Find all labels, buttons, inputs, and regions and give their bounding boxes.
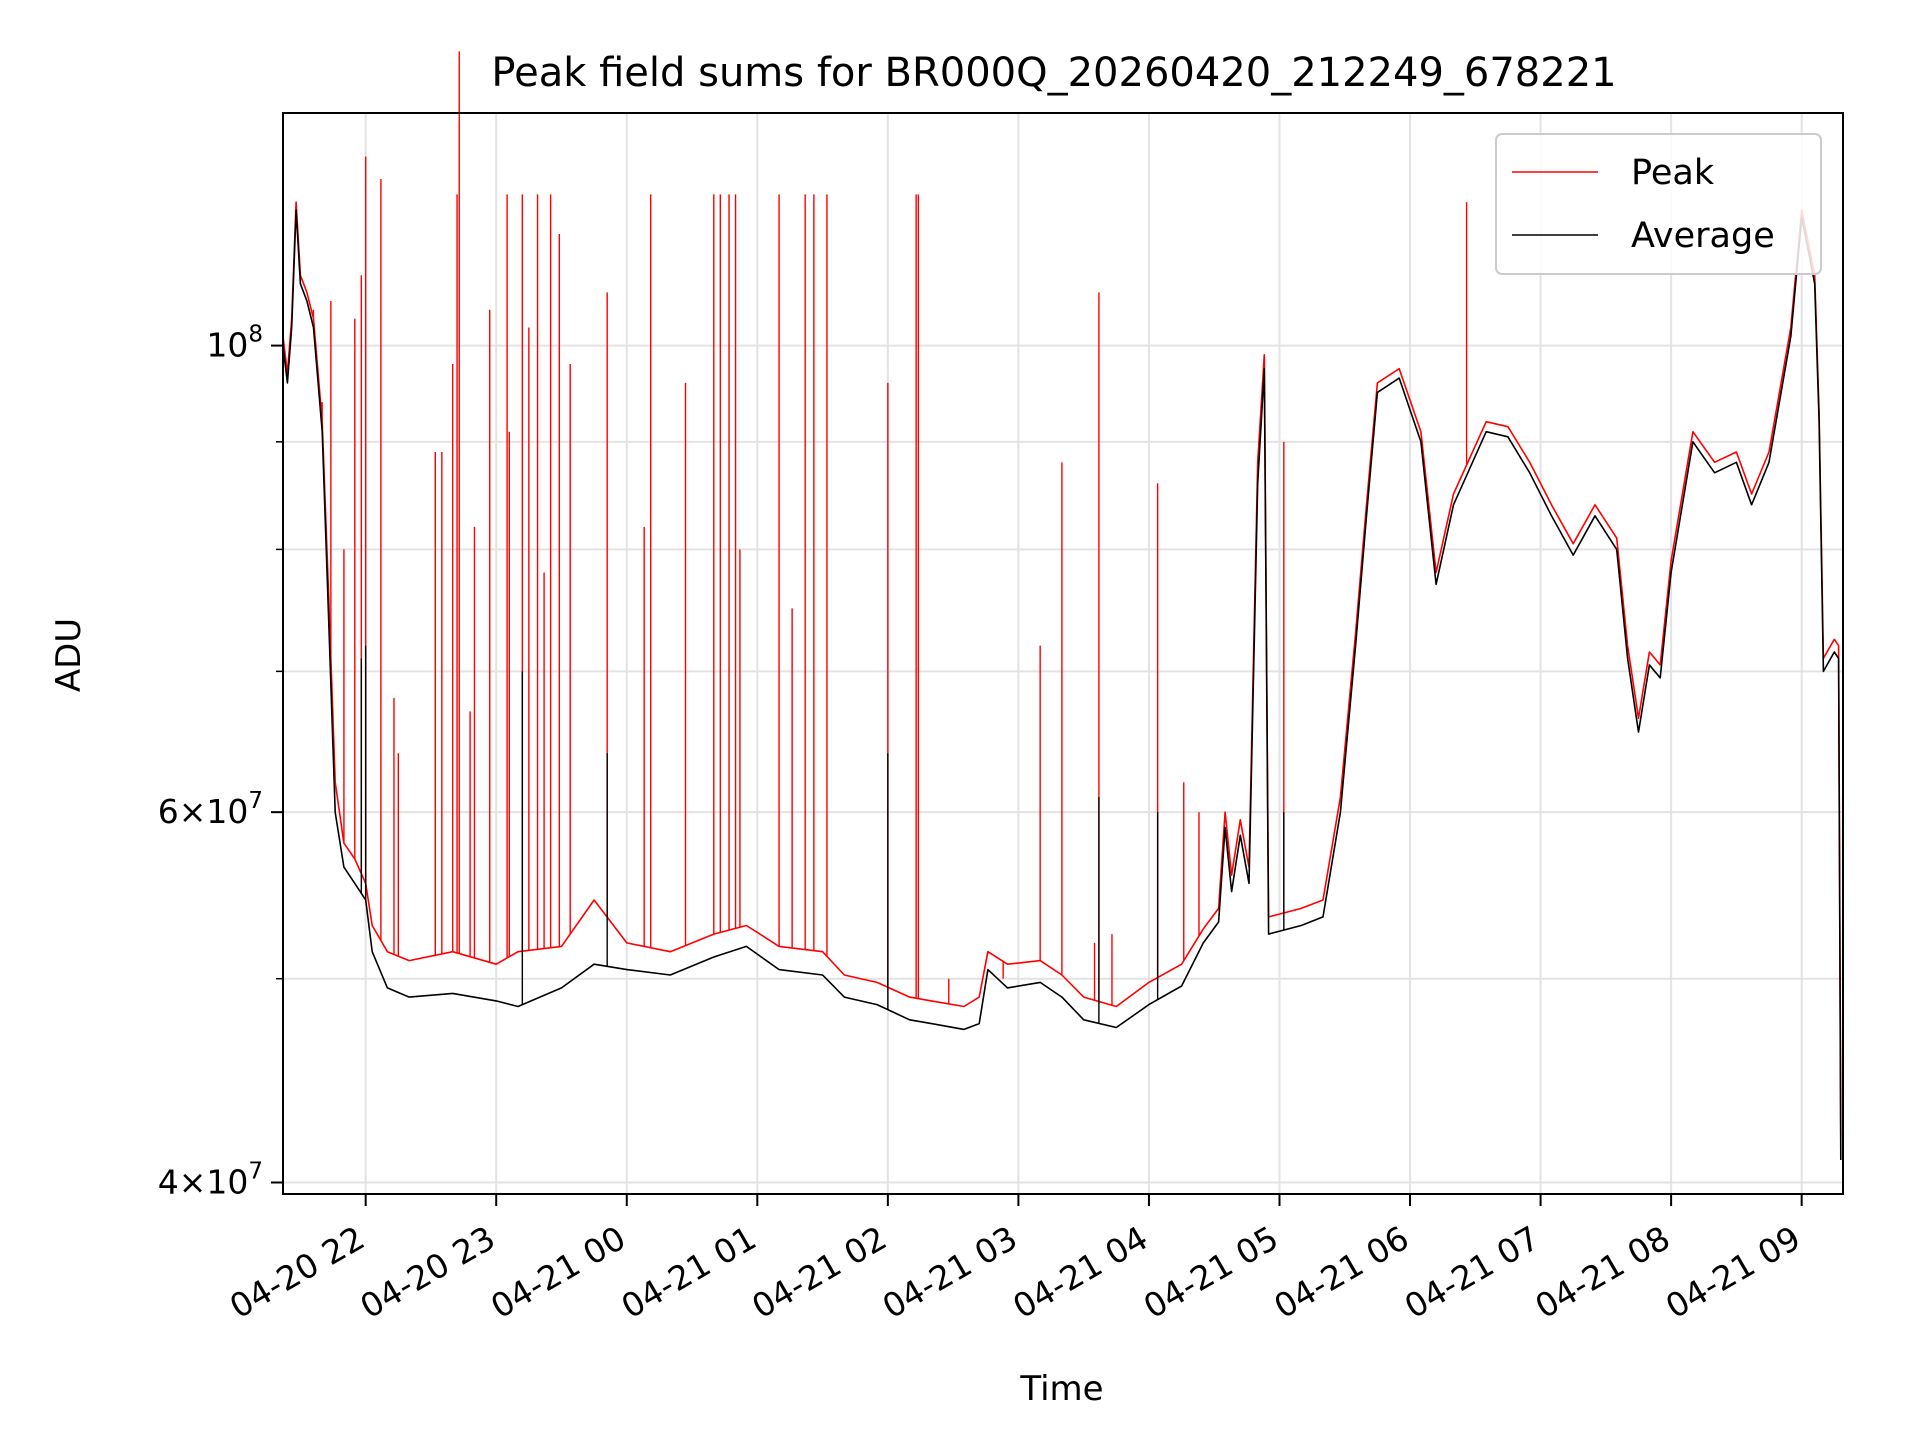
- x-tick-label: 04-20 22: [223, 1218, 371, 1326]
- y-axis: 108 6×107 4×107: [158, 322, 283, 1202]
- x-axis-title: Time: [1019, 1369, 1103, 1409]
- x-tick-label: 04-21 03: [876, 1218, 1024, 1326]
- legend-label-peak: Peak: [1631, 153, 1715, 193]
- legend: Peak Average: [1495, 133, 1822, 275]
- y-tick-label: 108: [206, 322, 263, 365]
- grid: [283, 113, 1843, 1194]
- x-tick-label: 04-21 05: [1137, 1218, 1285, 1326]
- x-tick-label: 04-21 06: [1267, 1218, 1415, 1326]
- y-tick-label: 4×107: [158, 1159, 263, 1202]
- series-line-average: [282, 209, 1842, 1161]
- x-tick-label: 04-20 23: [354, 1218, 502, 1326]
- series-peak: [282, 51, 1842, 1138]
- x-tick-label: 04-21 04: [1006, 1218, 1154, 1326]
- chart-title: Peak field sums for BR000Q_20260420_2122…: [491, 50, 1616, 96]
- plot-frame: [282, 112, 1844, 1195]
- series-average: [282, 209, 1842, 1161]
- x-tick-label: 04-21 00: [484, 1218, 632, 1326]
- x-tick-label: 04-21 08: [1528, 1218, 1676, 1326]
- legend-label-average: Average: [1631, 216, 1775, 256]
- x-tick-label: 04-21 01: [615, 1218, 763, 1326]
- plot-area: [282, 51, 1842, 1161]
- x-tick-label: 04-21 02: [745, 1218, 893, 1326]
- y-axis-title: ADU: [49, 618, 89, 692]
- x-tick-label: 04-21 09: [1659, 1218, 1807, 1326]
- x-tick-label: 04-21 07: [1398, 1218, 1546, 1326]
- series-line-peak: [282, 201, 1842, 1138]
- legend-box: [1495, 133, 1822, 275]
- y-tick-label: 6×107: [158, 788, 263, 831]
